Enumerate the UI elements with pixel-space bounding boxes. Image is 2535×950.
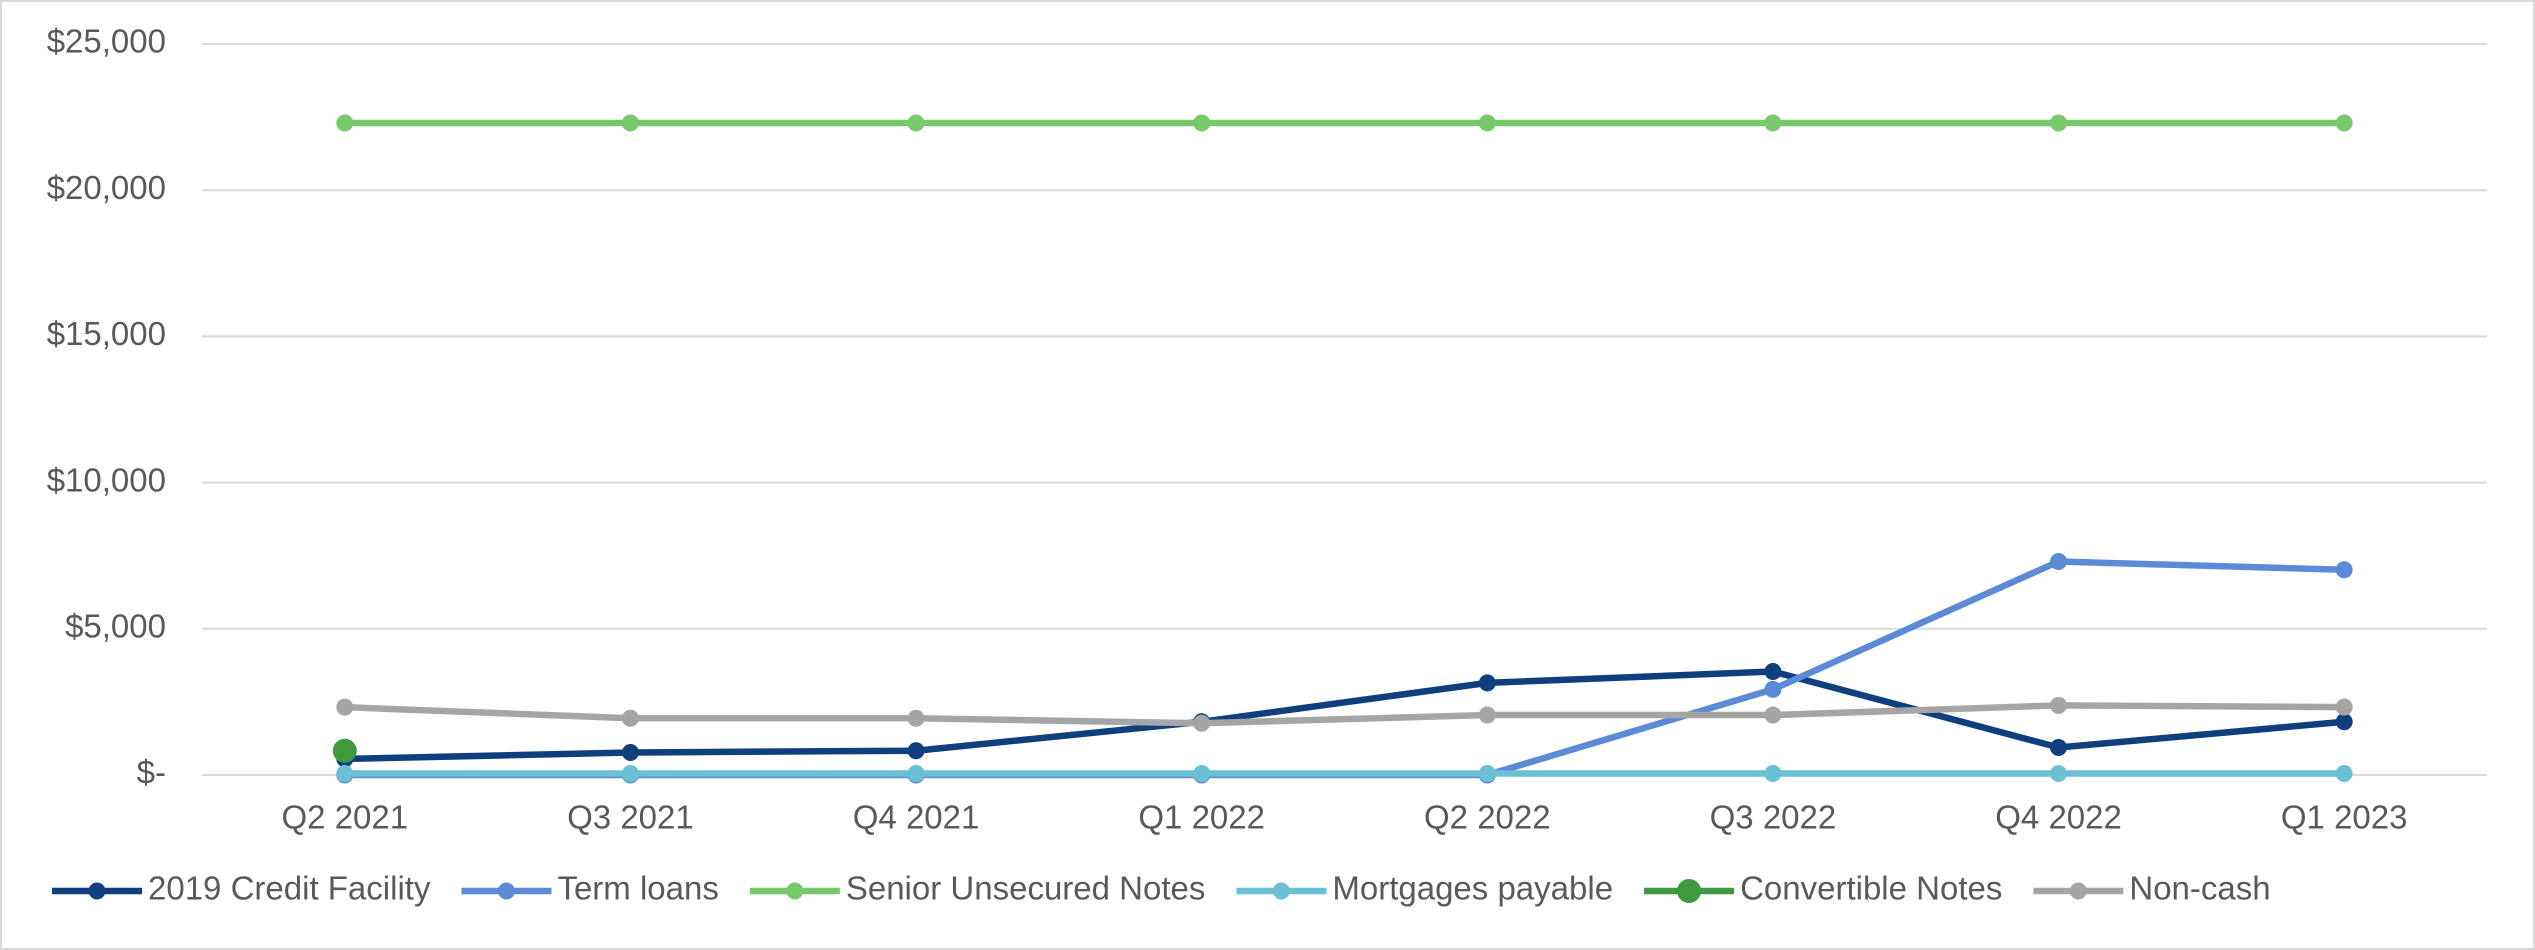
- legend-label: Senior Unsecured Notes: [846, 870, 1206, 907]
- series-marker: [2335, 713, 2353, 731]
- y-tick-label: $25,000: [47, 23, 166, 60]
- series-marker: [1193, 714, 1211, 732]
- series-marker: [332, 738, 357, 763]
- x-tick-label: Q4 2021: [853, 799, 980, 836]
- y-tick-label: $15,000: [47, 315, 166, 352]
- series-marker: [907, 742, 925, 760]
- series-marker: [1478, 674, 1496, 692]
- series-marker: [621, 114, 639, 132]
- series-marker: [2335, 561, 2353, 579]
- series-marker: [2050, 114, 2068, 132]
- series-marker: [2050, 739, 2068, 757]
- legend-marker: [786, 882, 804, 900]
- series-marker: [1764, 706, 1782, 724]
- series-marker: [907, 114, 925, 132]
- series-marker: [1478, 706, 1496, 724]
- series-marker: [1193, 114, 1211, 132]
- series-marker: [2335, 698, 2353, 716]
- legend-label: Convertible Notes: [1740, 870, 2002, 907]
- x-tick-label: Q2 2021: [282, 799, 409, 836]
- legend-marker: [1677, 879, 1702, 903]
- series-marker: [621, 709, 639, 727]
- series-line: [344, 668, 2345, 763]
- y-tick-label: $5,000: [65, 608, 166, 645]
- series-marker: [336, 114, 354, 132]
- series-marker: [2050, 696, 2068, 714]
- series-marker: [1764, 662, 1782, 680]
- legend-label: 2019 Credit Facility: [148, 870, 431, 907]
- x-tick-label: Q3 2022: [1710, 799, 1837, 836]
- series-marker: [336, 765, 354, 783]
- legend-marker: [88, 882, 106, 900]
- legend-label: Non-cash: [2129, 870, 2270, 907]
- series-marker: [1478, 765, 1496, 783]
- legend-label: Term loans: [557, 870, 718, 907]
- series-marker: [1764, 680, 1782, 698]
- series-marker: [2050, 765, 2068, 783]
- series-marker: [1764, 765, 1782, 783]
- series-marker: [1193, 765, 1211, 783]
- series-marker: [907, 709, 925, 727]
- series-marker: [907, 765, 925, 783]
- series-marker: [1478, 114, 1496, 132]
- x-tick-label: Q2 2022: [1424, 799, 1551, 836]
- series-marker: [2335, 114, 2353, 132]
- x-tick-label: Q4 2022: [1995, 799, 2122, 836]
- x-tick-label: Q1 2023: [2281, 799, 2408, 836]
- y-tick-label: $-: [137, 754, 166, 791]
- series-line: [344, 702, 2345, 727]
- legend-marker: [497, 882, 515, 900]
- series-marker: [621, 765, 639, 783]
- legend-marker: [1272, 882, 1290, 900]
- y-tick-label: $10,000: [47, 461, 166, 498]
- series-marker: [336, 698, 354, 716]
- x-tick-label: Q1 2022: [1138, 799, 1265, 836]
- y-tick-label: $20,000: [47, 169, 166, 206]
- legend-label: Mortgages payable: [1332, 870, 1613, 907]
- series-marker: [2335, 765, 2353, 783]
- series-marker: [2050, 553, 2068, 571]
- x-tick-label: Q3 2021: [567, 799, 694, 836]
- legend-marker: [2069, 882, 2087, 900]
- series-marker: [1764, 114, 1782, 132]
- series-marker: [621, 743, 639, 761]
